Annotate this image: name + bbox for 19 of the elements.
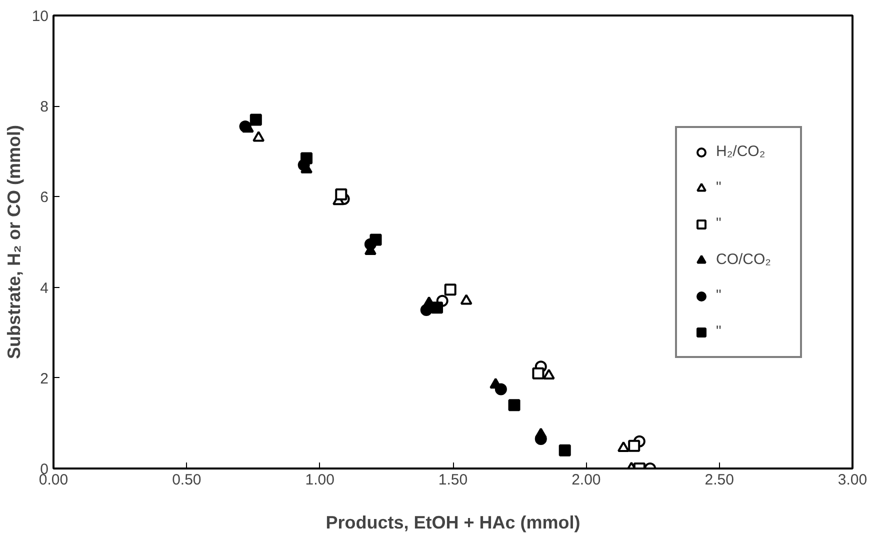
x-tick-label: 3.00 [838,472,868,488]
legend-label: " [716,179,722,196]
legend-label: H₂/CO₂ [716,143,766,160]
legend-label: CO/CO₂ [716,251,772,268]
y-tick-label: 4 [40,280,48,297]
y-axis-title: Substrate, H₂ or CO (mmol) [4,124,24,360]
x-tick-label: 2.00 [572,472,601,488]
x-axis-title: Products, EtOH + HAc (mmol) [326,512,580,532]
legend-label: " [716,323,722,340]
x-tick-label: 1.00 [305,472,334,488]
x-tick-label: 2.50 [704,472,734,488]
legend-label: " [716,287,722,304]
y-tick-label: 8 [40,98,48,116]
legend-label: " [716,215,722,232]
y-tick-label: 2 [40,370,48,388]
x-tick-label: 0.50 [172,472,202,488]
x-tick-label: 1.50 [438,472,468,488]
y-tick-label: 10 [32,8,49,25]
y-tick-label: 6 [40,189,48,206]
